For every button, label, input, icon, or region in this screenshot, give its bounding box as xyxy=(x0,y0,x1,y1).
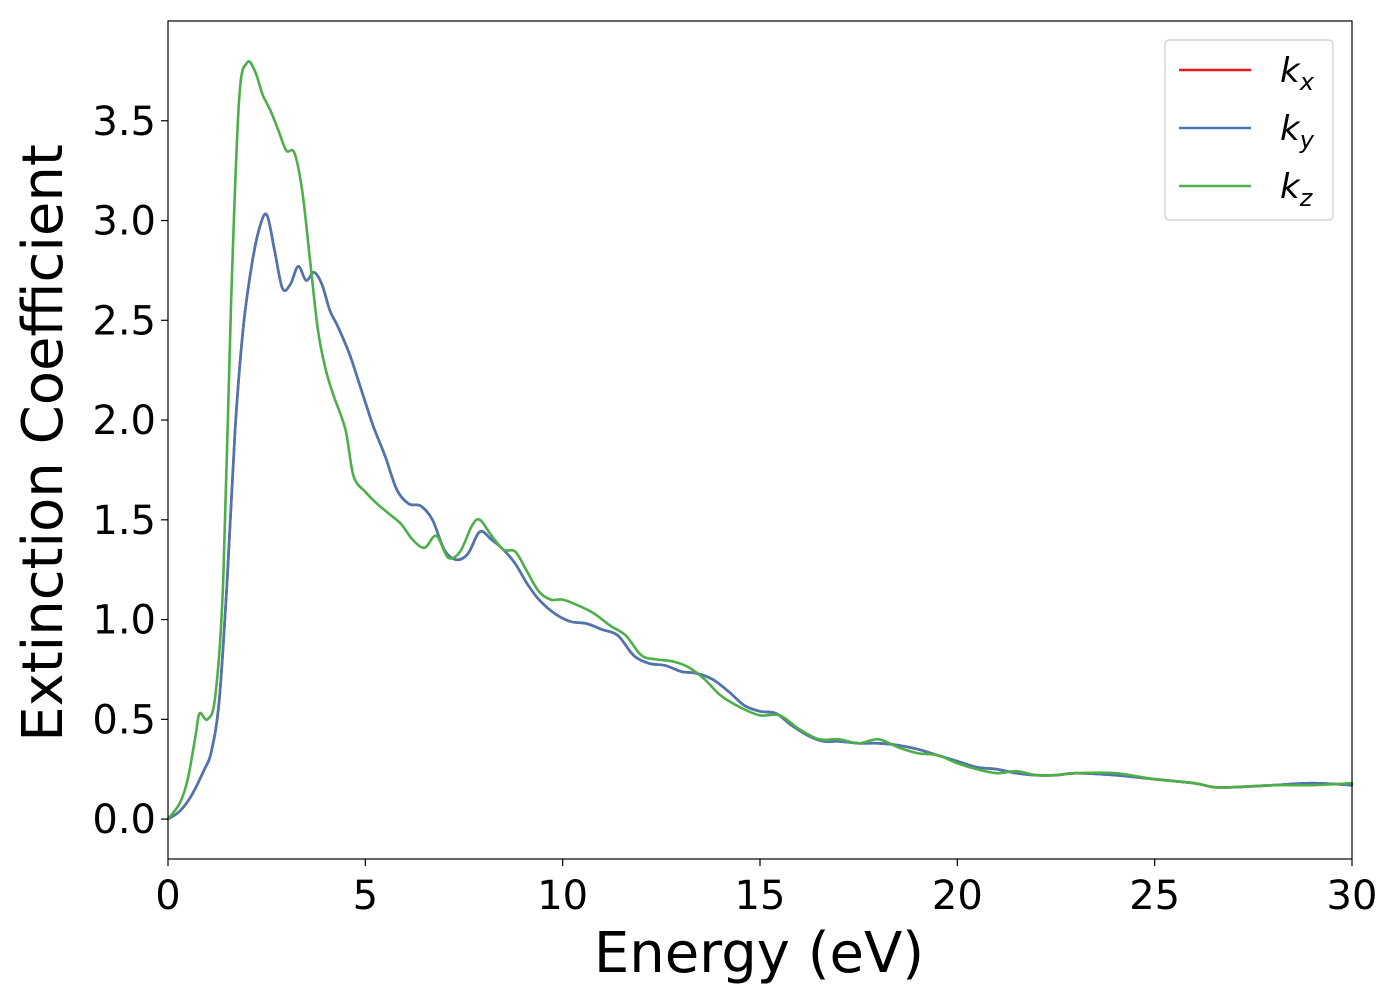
y-tick-label: 1.5 xyxy=(92,498,156,544)
legend-label-base: k xyxy=(1280,167,1301,207)
x-tick-label: 5 xyxy=(353,873,378,919)
y-tick-label: 0.5 xyxy=(92,697,156,743)
x-tick-label: 25 xyxy=(1129,873,1180,919)
legend-label-z: kz xyxy=(1280,167,1314,212)
y-tick-label: 2.5 xyxy=(92,298,156,344)
x-tick-label: 20 xyxy=(932,873,983,919)
x-axis-title: Energy (eV) xyxy=(594,921,924,986)
legend-label-subscript: z xyxy=(1299,184,1314,212)
x-tick-label: 30 xyxy=(1327,873,1378,919)
legend-label-x: kx xyxy=(1280,51,1315,96)
legend-label-base: k xyxy=(1280,109,1301,149)
y-axis-title: Extinction Coefficient xyxy=(11,144,76,742)
series-layer xyxy=(166,59,1354,821)
legend-label-subscript: x xyxy=(1299,68,1315,96)
legend-label-base: k xyxy=(1280,51,1301,91)
series-line-z xyxy=(166,59,1354,821)
x-tick-label: 0 xyxy=(155,873,180,919)
y-tick-label: 1.0 xyxy=(92,598,156,644)
series-line-x xyxy=(166,212,1354,821)
y-tick-label: 3.0 xyxy=(92,199,156,245)
series-line-y xyxy=(166,212,1354,821)
legend-box xyxy=(1164,39,1334,221)
legend-label-subscript: y xyxy=(1299,126,1315,154)
legend-label-y: ky xyxy=(1280,109,1315,154)
y-tick-label: 0.0 xyxy=(92,797,156,843)
y-axis: 0.0 0.5 1.0 1.5 2.0 2.5 3.0 3.5 xyxy=(92,99,168,843)
x-tick-label: 10 xyxy=(537,873,588,919)
x-axis: 0 5 10 15 20 25 30 xyxy=(155,859,1377,919)
x-tick-label: 15 xyxy=(735,873,786,919)
y-tick-label: 2.0 xyxy=(92,398,156,444)
y-tick-label: 3.5 xyxy=(92,99,156,145)
